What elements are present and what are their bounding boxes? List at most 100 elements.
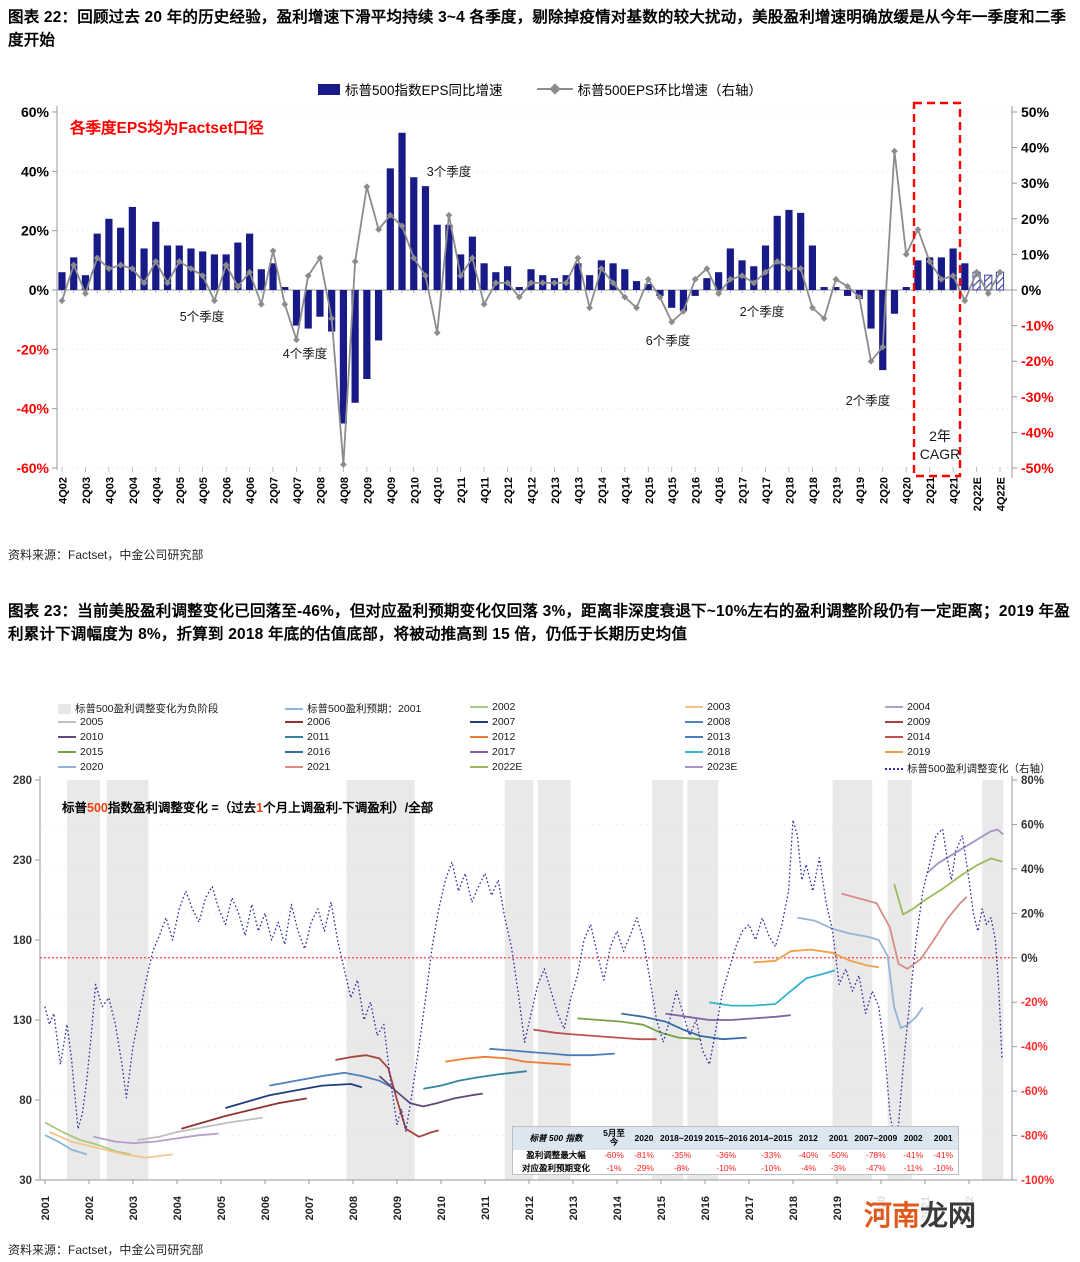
legend-label: 2012 — [492, 731, 516, 743]
legend-label: 2020 — [80, 761, 104, 773]
svg-text:4Q11: 4Q11 — [480, 477, 492, 503]
svg-text:2005: 2005 — [216, 1196, 228, 1220]
svg-text:20%: 20% — [1021, 211, 1050, 227]
table-value-cell: -4% — [800, 1162, 816, 1173]
table-value-cell: -3% — [830, 1162, 846, 1173]
eps-series-2021 — [841, 892, 968, 970]
svg-text:20%: 20% — [21, 223, 50, 239]
svg-text:-100%: -100% — [1021, 1175, 1054, 1187]
legend-label: 2021 — [307, 761, 331, 773]
line-swatch-icon — [685, 736, 703, 738]
table-value-cell: -10% — [716, 1162, 737, 1173]
legend-item-2013: 2013 — [685, 731, 730, 743]
svg-text:130: 130 — [13, 1015, 32, 1027]
chart1-annotation: 6个季度 — [646, 333, 691, 348]
svg-text:2Q22E: 2Q22E — [972, 477, 984, 511]
legend-item-2006: 2006 — [285, 716, 330, 728]
table-value-cell: -33% — [761, 1150, 781, 1161]
eps-series-2014 — [533, 1028, 657, 1041]
svg-text:2Q14: 2Q14 — [597, 476, 609, 504]
svg-text:0%: 0% — [29, 282, 50, 298]
table-header-cell: 2015~2016 — [703, 1126, 749, 1150]
chart2-formula: 标普500指数盈利调整变化 =（过去1个月上调盈利-下调盈利）/全部 — [62, 797, 433, 816]
figure22-title: 图表 22：回顾过去 20 年的历史经验，盈利增速下滑平均持续 3~4 各季度，… — [8, 9, 1067, 49]
table-value-cell: -10% — [933, 1162, 954, 1173]
negative-phase-band — [887, 780, 912, 1180]
eps-series-2018 — [709, 969, 836, 1007]
legend-label: 2014 — [907, 731, 931, 743]
svg-text:4Q08: 4Q08 — [339, 477, 351, 504]
eps-series-2006 — [181, 1097, 307, 1130]
legend-label: 2015 — [80, 746, 104, 758]
legend-item-2016: 2016 — [285, 746, 330, 758]
svg-text:-60%: -60% — [1021, 1086, 1048, 1098]
chart1-legend-line-item: 标普500EPS环比增速（右轴） — [536, 79, 762, 99]
formula-part: 标普 — [62, 801, 88, 815]
line-swatch-icon — [285, 707, 303, 710]
table-header-cell: 2001 — [823, 1126, 854, 1150]
chart1-annotation: 2个季度 — [846, 393, 891, 408]
chart1 — [52, 101, 1017, 478]
cagr-highlight-box — [912, 101, 962, 478]
svg-text:0%: 0% — [1021, 282, 1042, 298]
svg-text:2010: 2010 — [436, 1196, 448, 1220]
chart1-legend: 标普500指数EPS同比增速 标普500EPS环比增速（右轴） — [0, 79, 1080, 99]
svg-text:50%: 50% — [1021, 104, 1050, 120]
svg-text:4Q07: 4Q07 — [292, 477, 304, 504]
svg-text:-60%: -60% — [16, 460, 49, 476]
eps-series-2019 — [753, 948, 879, 969]
legend-item-2003: 2003 — [685, 701, 730, 713]
figure23-source: 资料来源：Factset，中金公司研究部 — [8, 1243, 204, 1257]
table-value-cell: -35% — [671, 1150, 692, 1161]
svg-text:2Q05: 2Q05 — [175, 477, 187, 504]
chart1-legend-bar-label: 标普500指数EPS同比增速 — [344, 83, 503, 98]
negative-phase-band — [537, 780, 571, 1180]
eps-series-2012 — [445, 1055, 571, 1066]
svg-text:2Q10: 2Q10 — [409, 477, 421, 504]
chart1-qoq-line — [61, 150, 1001, 466]
legend-label: 2017 — [492, 746, 516, 758]
svg-text:4Q17: 4Q17 — [761, 477, 773, 504]
chart1-bars — [58, 132, 1005, 424]
legend-item-2010: 2010 — [58, 731, 103, 743]
svg-text:2019: 2019 — [832, 1196, 844, 1220]
watermark-part1: 河南 — [864, 1200, 921, 1231]
legend-label: 2010 — [80, 731, 104, 743]
svg-text:4Q20: 4Q20 — [902, 477, 914, 504]
legend-item-2018: 2018 — [685, 746, 730, 758]
eps-series-2007 — [225, 1083, 363, 1109]
svg-text:2009: 2009 — [392, 1196, 404, 1220]
legend-item-2007: 2007 — [470, 716, 515, 728]
svg-text:-20%: -20% — [1021, 997, 1048, 1009]
legend-label: 标普500盈利调整变化（右轴） — [907, 763, 1051, 775]
figure23-title: 图表 23：当前美股盈利调整变化已回落至-46%，但对应盈利预期变化仅回落 3%… — [8, 603, 1071, 643]
legend-item-5002001: 标普500盈利预期：2001 — [285, 701, 421, 716]
revision-breadth-line — [44, 819, 1003, 1139]
legend-item-2023E: 2023E — [685, 761, 737, 773]
table-header-cell: 2014~2015 — [748, 1126, 794, 1150]
table-value-cell: -1% — [606, 1162, 622, 1173]
table-header-cell: 2012 — [793, 1126, 824, 1150]
line-swatch-icon — [885, 706, 903, 708]
svg-text:20%: 20% — [1021, 908, 1044, 920]
formula-part: 1 — [256, 801, 264, 815]
legend-item-2009: 2009 — [885, 716, 930, 728]
table-row-label: 对应盈利预期变化 — [521, 1162, 590, 1173]
legend-item-2015: 2015 — [58, 746, 103, 758]
svg-text:2013: 2013 — [568, 1196, 580, 1220]
eps-series-2003 — [49, 1131, 173, 1159]
negative-phase-band — [67, 780, 100, 1180]
eps-series-2009 — [335, 1054, 440, 1138]
eps-series-2004 — [93, 1132, 219, 1145]
svg-text:4Q05: 4Q05 — [198, 477, 210, 504]
line-swatch-icon — [885, 751, 903, 753]
svg-text:2Q12: 2Q12 — [503, 477, 515, 504]
svg-text:4Q15: 4Q15 — [667, 477, 679, 504]
svg-text:-40%: -40% — [1021, 424, 1054, 440]
chart1-legend-bar-item: 标普500指数EPS同比增速 — [317, 79, 503, 99]
table-value-cell: -81% — [634, 1150, 654, 1161]
line-swatch-icon — [285, 736, 303, 738]
svg-text:4Q06: 4Q06 — [245, 477, 257, 504]
svg-text:2014: 2014 — [612, 1195, 624, 1220]
